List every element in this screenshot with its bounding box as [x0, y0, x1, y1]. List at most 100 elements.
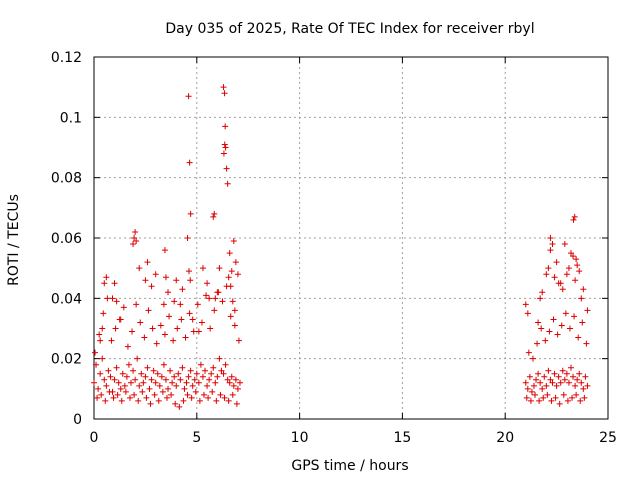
- roti-point: [208, 370, 215, 377]
- roti-point: [553, 382, 560, 389]
- roti-point: [224, 376, 231, 383]
- roti-point: [530, 382, 537, 389]
- roti-point: [177, 376, 184, 383]
- roti-point: [109, 295, 116, 302]
- roti-point: [575, 334, 582, 341]
- roti-point: [221, 90, 228, 97]
- roti-point: [98, 391, 105, 398]
- roti-point: [539, 289, 546, 296]
- x-tick-label: 20: [496, 430, 514, 446]
- roti-point: [228, 373, 235, 380]
- roti-point: [189, 316, 196, 323]
- y-tick-label: 0.02: [51, 352, 82, 368]
- roti-point: [216, 265, 223, 272]
- roti-point: [96, 331, 103, 338]
- roti-point: [101, 376, 108, 383]
- roti-point: [128, 379, 135, 386]
- roti-point: [212, 295, 219, 302]
- roti-point: [227, 283, 234, 290]
- roti-point: [160, 301, 167, 308]
- roti-point: [577, 397, 584, 404]
- roti-point: [199, 373, 206, 380]
- y-tick-label: 0.06: [51, 231, 82, 247]
- roti-point: [213, 397, 220, 404]
- x-tick-label: 25: [599, 430, 617, 446]
- roti-point: [119, 370, 126, 377]
- roti-point: [527, 397, 534, 404]
- roti-point: [584, 382, 591, 389]
- roti-point: [149, 325, 156, 332]
- roti-point: [148, 283, 155, 290]
- roti-point: [210, 213, 217, 220]
- roti-point: [570, 216, 577, 223]
- roti-point: [524, 310, 531, 317]
- x-axis-label: GPS time / hours: [291, 458, 408, 474]
- roti-point: [232, 259, 239, 266]
- roti-point: [184, 235, 191, 241]
- grid-lines: [94, 57, 608, 419]
- roti-point: [553, 259, 560, 266]
- roti-point: [544, 391, 551, 398]
- roti-point: [203, 292, 210, 299]
- roti-point: [539, 385, 546, 392]
- roti-point: [176, 403, 183, 410]
- roti-point: [579, 319, 586, 326]
- roti-point: [126, 394, 133, 401]
- x-tick-label: 5: [192, 430, 201, 446]
- roti-point: [198, 319, 205, 326]
- roti-point: [120, 304, 127, 311]
- roti-point: [548, 397, 555, 404]
- roti-point: [230, 238, 237, 245]
- roti-point: [551, 274, 558, 281]
- axis-ticks: [93, 56, 609, 420]
- roti-point: [216, 355, 223, 362]
- roti-point: [118, 397, 125, 404]
- roti-point: [189, 382, 196, 389]
- x-tick-label: 10: [291, 430, 309, 446]
- roti-point: [207, 325, 214, 332]
- roti-point: [226, 379, 233, 386]
- roti-point: [110, 394, 117, 401]
- roti-point: [529, 355, 536, 362]
- roti-point: [147, 400, 154, 407]
- roti-point: [113, 298, 120, 305]
- roti-point: [214, 289, 221, 296]
- roti-point: [103, 274, 110, 281]
- roti-point: [542, 337, 549, 344]
- roti-point: [186, 310, 193, 317]
- roti-point: [186, 159, 193, 166]
- roti-point: [576, 268, 583, 275]
- roti-point: [537, 379, 544, 386]
- x-tick-label: 15: [393, 430, 411, 446]
- roti-point: [231, 307, 238, 314]
- roti-point: [142, 277, 149, 284]
- roti-point: [578, 379, 585, 386]
- roti-point: [104, 295, 111, 302]
- roti-point: [573, 391, 580, 398]
- roti-point: [205, 394, 212, 401]
- chart-title: Day 035 of 2025, Rate Of TEC Index for r…: [165, 21, 534, 37]
- roti-point: [183, 379, 190, 386]
- roti-point: [523, 394, 530, 401]
- roti-point: [217, 391, 224, 398]
- roti-point: [150, 367, 157, 374]
- roti-point: [130, 367, 137, 374]
- roti-point: [160, 361, 167, 368]
- roti-point: [204, 280, 211, 287]
- roti-point: [139, 388, 146, 395]
- roti-point: [142, 373, 149, 380]
- axis-tick-labels: 0 5 10 15 20 25 0 0.02 0.04 0.06 0.08 0.1 0.12: [51, 50, 617, 446]
- roti-point: [99, 325, 106, 332]
- roti-point: [569, 394, 576, 401]
- roti-point: [152, 271, 159, 278]
- roti-point: [233, 400, 240, 407]
- roti-point: [559, 367, 566, 374]
- roti-point: [557, 379, 564, 386]
- roti-point: [561, 376, 568, 383]
- roti-point: [156, 382, 163, 389]
- roti-point: [563, 370, 570, 377]
- roti-point: [130, 241, 137, 248]
- roti-point: [224, 180, 231, 187]
- roti-point: [162, 376, 169, 383]
- roti-point: [210, 364, 217, 371]
